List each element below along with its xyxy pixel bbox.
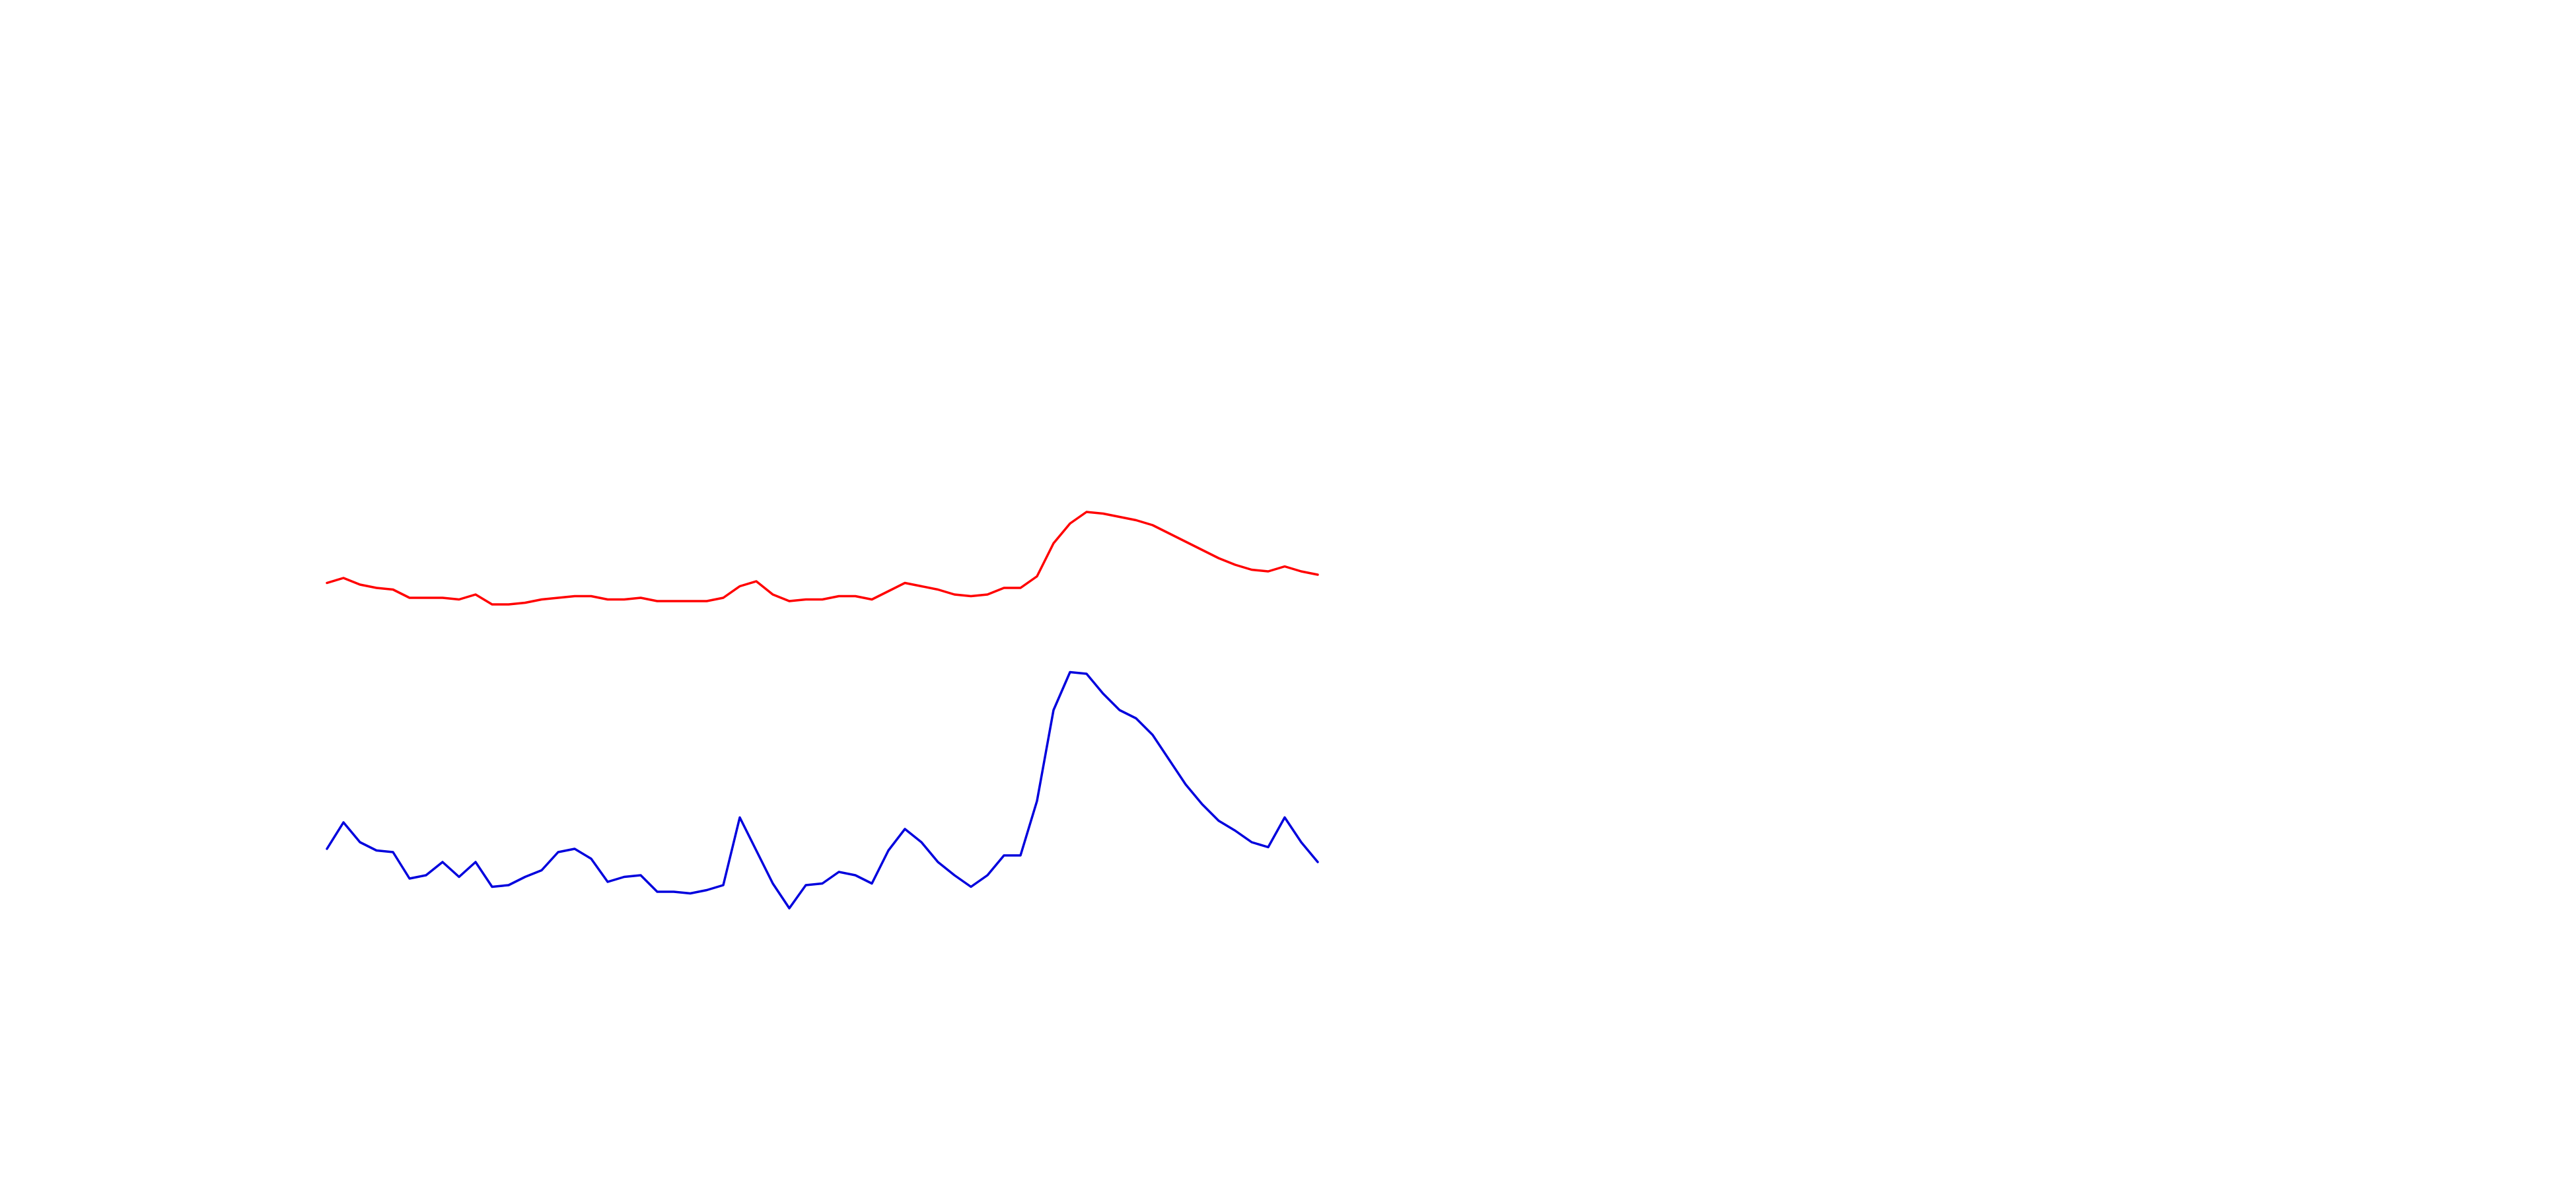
line-series <box>326 670 1319 910</box>
line-series <box>326 511 1319 606</box>
